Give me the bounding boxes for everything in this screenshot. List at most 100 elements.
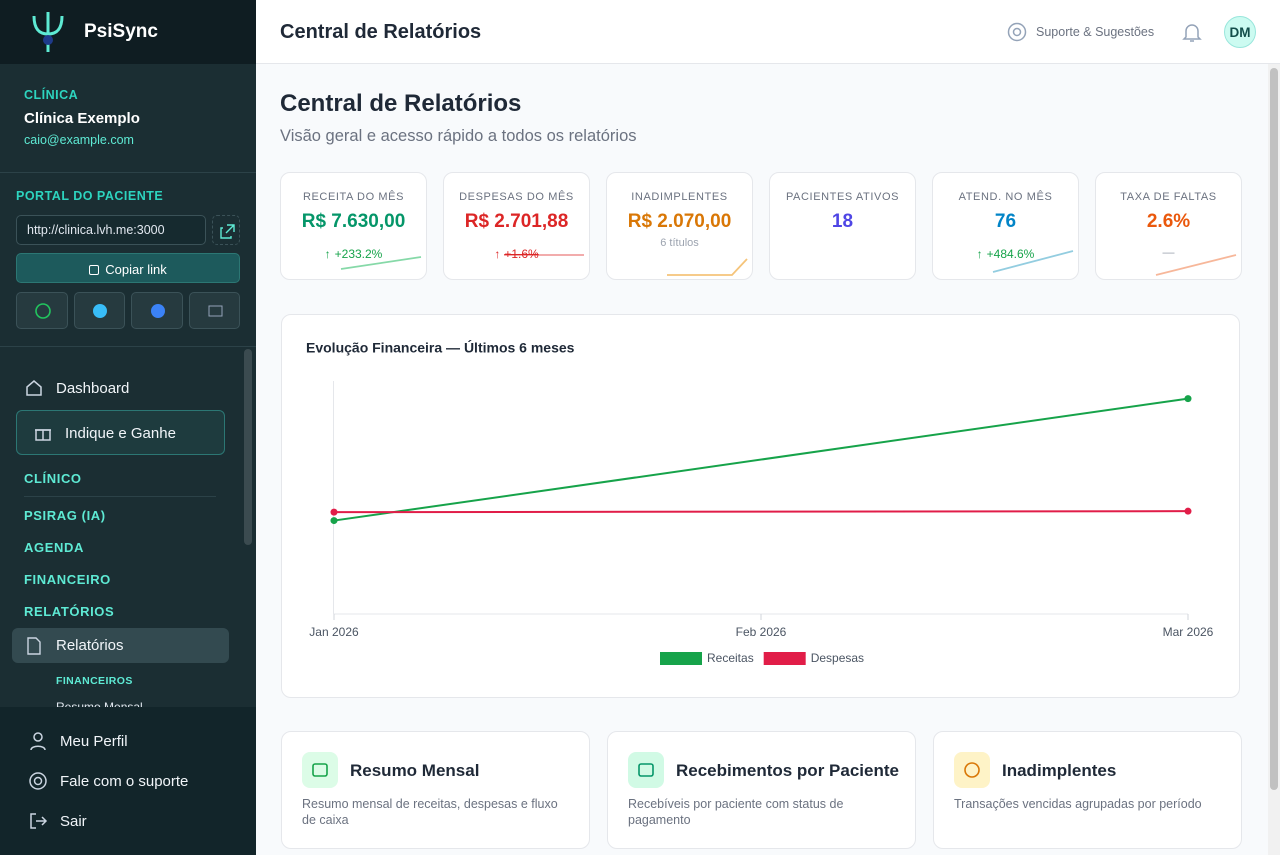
portal-url[interactable]: http://clinica.lvh.me:3000 [16,215,206,245]
bell[interactable] [1182,22,1202,44]
sparkline [504,254,584,256]
copy-text: Copiar link [105,262,167,277]
icon [638,763,654,777]
report-title: Resumo Mensal [350,761,480,780]
icon [964,762,980,778]
kpi-value: R$ 2.701,88 [464,211,569,232]
subitem[interactable]: Resumo Mensal [56,700,143,707]
kpi-value: 76 [994,211,1017,232]
kpi-card: ATEND. NO MÊS 76 ↑ +484.6% [932,172,1079,280]
kpi-note: 6 títulos [660,237,699,249]
icon [312,763,328,777]
kpi-change-text: +484.6% [986,247,1035,261]
report-description: Resumo mensal de receitas, despesas e fl… [302,797,558,827]
icon-shape [964,762,980,778]
sparkline [1155,254,1237,276]
nav-section[interactable]: PSIRAG (IA) [24,508,106,523]
kpi-card: PACIENTES ATIVOS 18 [769,172,916,280]
whatsapp[interactable] [16,292,68,329]
chart-title: Evolução Financeira — Últimos 6 meses [306,339,575,356]
nav-section[interactable]: CLÍNICO [24,471,82,486]
kpi-change: ↑ +233.2% [281,247,426,261]
header: Central de Relatórios Suporte & Sugestõe… [256,0,1280,64]
footer-item[interactable]: Meu Perfil [60,733,128,750]
footer-item[interactable]: Sair [60,813,87,830]
footer-item[interactable]: Fale com o suporte [60,773,189,790]
series-point [330,517,338,525]
kpi-value: 2.6% [1146,211,1191,232]
x-tick-label: Mar 2026 [1163,625,1214,639]
nav-active[interactable]: Relatórios [12,628,229,663]
kpi-change: ↑ +484.6% [933,247,1078,261]
email-share[interactable] [189,292,240,329]
sparkline-path [340,256,422,270]
report-title: Inadimplentes [1002,761,1117,780]
page-title: Central de Relatórios [280,90,522,117]
report-card[interactable]: Inadimplentes Transações vencidas agrupad… [933,731,1242,849]
nav-section[interactable]: AGENDA [24,540,84,555]
kpi-value: 18 [831,211,854,232]
telegram[interactable] [74,292,125,329]
avatar[interactable]: DM [1224,16,1256,48]
kpi-card: DESPESAS DO MÊS R$ 2.701,88 ↑ +1.6% [443,172,590,280]
kpi-note: — [1162,245,1175,259]
scrollbar [244,349,252,545]
home-icon [26,380,42,396]
report-title: Recebimentos por Paciente [676,761,899,780]
kpi-value: R$ 7.630,00 [301,211,406,232]
kpi-label: INADIMPLENTES [631,191,728,203]
kpi-label: DESPESAS DO MÊS [459,191,574,203]
sparkline [340,256,422,270]
sparkline-path [667,258,748,276]
referral[interactable]: Indique e Ganhe [16,410,225,455]
copy-button[interactable]: Copiar link [16,253,240,283]
report-description: Recebíveis por paciente com status de pa… [628,797,844,827]
x-tick-label: Jan 2026 [309,625,359,639]
kpi-card: TAXA DE FALTAS 2.6% — [1095,172,1242,280]
nav-item[interactable]: Dashboard [56,380,130,397]
kpi-label: RECEITA DO MÊS [302,191,405,203]
series-point [330,508,338,516]
kpi-value: R$ 2.070,00 [627,211,732,232]
brand-bar: PsiSync [0,0,256,64]
nav-section[interactable]: FINANCEIRO [24,572,111,587]
sidebar: PsiSync CLÍNICA Clínica Exemplo caio@exa… [0,0,256,855]
chart: Evolução Financeira — Últimos 6 meses Ja… [306,339,1214,665]
arrow: ↑ [976,247,983,261]
arrow: ↑ [494,247,501,261]
brand: PsiSync [84,21,158,42]
clinic-name: Clínica Exemplo [24,110,140,127]
series-line [333,510,1189,514]
report-icon [302,752,338,788]
report-card[interactable]: Resumo Mensal Resumo mensal de receitas, … [281,731,590,849]
icon-shape [312,763,328,777]
kpi-change: ↑ +1.6% [444,247,589,261]
sparkline-path [992,250,1074,273]
kpi-label: TAXA DE FALTAS [1120,191,1217,203]
main: Central de Relatórios Suporte & Sugestõe… [256,0,1280,855]
kpi-change-text: +233.2% [334,247,383,261]
facebook[interactable] [131,292,183,329]
nav-section[interactable]: RELATÓRIOS [24,604,115,619]
portal-label: PORTAL DO PACIENTE [16,189,164,203]
open-link[interactable] [212,215,240,245]
series-point [1184,395,1192,403]
page-subtitle: Visão geral e acesso rápido a todos os r… [280,127,637,145]
referral-text: Indique e Ganhe [65,425,176,442]
sparkline-path [1155,254,1237,276]
legend-label: Receitas [707,651,754,665]
logo [32,12,64,52]
kpi-card: RECEITA DO MÊS R$ 7.630,00 ↑ +233.2% [280,172,427,280]
report-description: Transações vencidas agrupadas por períod… [954,797,1202,811]
support-link[interactable]: Suporte & Sugestões [1036,25,1155,39]
header-title: Central de Relatórios [280,21,482,43]
sparkline [667,258,748,276]
report-card[interactable]: Recebimentos por Paciente Recebíveis por … [607,731,916,849]
kpi-change-text: +1.6% [504,247,539,261]
clinic-label: CLÍNICA [24,88,79,102]
legend-swatch [763,652,806,665]
kpi-label: PACIENTES ATIVOS [785,191,900,203]
chart-card: Evolução Financeira — Últimos 6 meses Ja… [281,314,1240,698]
